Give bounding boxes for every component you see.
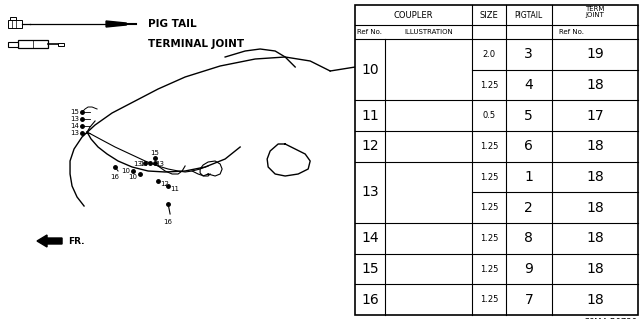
Text: COUPLER: COUPLER	[394, 11, 433, 19]
Text: 3: 3	[524, 47, 533, 61]
Text: 10: 10	[121, 168, 130, 174]
Text: 18: 18	[586, 293, 604, 307]
Bar	[10, 17, 16, 20]
Text: Ref No.: Ref No.	[559, 29, 584, 35]
Text: 18: 18	[586, 139, 604, 153]
Polygon shape	[106, 21, 126, 27]
Text: 18: 18	[586, 201, 604, 215]
Text: 19: 19	[586, 47, 604, 61]
Text: 16: 16	[111, 174, 120, 180]
Text: FR.: FR.	[68, 236, 84, 246]
Text: 2.0: 2.0	[483, 50, 495, 59]
Text: SIZE: SIZE	[479, 11, 499, 19]
Text: 13: 13	[361, 185, 379, 199]
Text: 18: 18	[586, 231, 604, 245]
Text: 11: 11	[361, 109, 379, 123]
Text: 1.25: 1.25	[480, 203, 498, 212]
Text: 1.25: 1.25	[480, 173, 498, 182]
Bar	[8, 41, 18, 47]
Text: 1.25: 1.25	[480, 234, 498, 243]
Text: 13: 13	[155, 161, 164, 167]
Text: TERMINAL JOINT: TERMINAL JOINT	[148, 39, 244, 49]
Text: 13: 13	[70, 116, 79, 122]
Text: 0.5: 0.5	[483, 111, 495, 120]
Text: 15: 15	[361, 262, 379, 276]
Text: PIGTAIL: PIGTAIL	[515, 11, 543, 19]
Text: 18: 18	[586, 170, 604, 184]
Text: 18: 18	[586, 78, 604, 92]
Text: 8: 8	[524, 231, 533, 245]
Text: 16: 16	[164, 219, 173, 225]
FancyArrow shape	[37, 235, 62, 247]
Text: 12: 12	[160, 181, 169, 187]
Text: 1.25: 1.25	[480, 295, 498, 304]
Text: 5: 5	[524, 109, 533, 123]
Text: 13: 13	[133, 161, 142, 167]
Text: 12: 12	[361, 139, 379, 153]
Text: TERM
JOINT: TERM JOINT	[585, 6, 605, 19]
Text: 11: 11	[170, 186, 179, 192]
Text: S6M4-B0720: S6M4-B0720	[584, 318, 638, 319]
Text: 1.25: 1.25	[480, 264, 498, 273]
Text: 18: 18	[586, 262, 604, 276]
Text: 4: 4	[524, 78, 533, 92]
Text: 6: 6	[524, 139, 533, 153]
Bar	[8, 20, 22, 28]
Text: 9: 9	[524, 262, 533, 276]
Text: 14: 14	[70, 123, 79, 129]
Text: 14: 14	[140, 161, 148, 167]
Text: 10: 10	[361, 63, 379, 77]
Text: 16: 16	[361, 293, 379, 307]
Text: 2: 2	[524, 201, 533, 215]
Text: ILLUSTRATION: ILLUSTRATION	[404, 29, 453, 35]
Text: 14: 14	[361, 231, 379, 245]
Text: 10: 10	[128, 174, 137, 180]
Text: 1: 1	[524, 170, 533, 184]
Text: 15: 15	[150, 150, 159, 156]
Text: Ref No.: Ref No.	[357, 29, 382, 35]
Text: 1.25: 1.25	[480, 142, 498, 151]
Text: 15: 15	[70, 109, 79, 115]
Text: 7: 7	[524, 293, 533, 307]
Text: 13: 13	[70, 130, 79, 136]
Text: 1.25: 1.25	[480, 80, 498, 90]
Bar	[18, 40, 48, 48]
Text: PIG TAIL: PIG TAIL	[148, 19, 196, 29]
Text: 17: 17	[586, 109, 604, 123]
Bar	[58, 42, 64, 46]
